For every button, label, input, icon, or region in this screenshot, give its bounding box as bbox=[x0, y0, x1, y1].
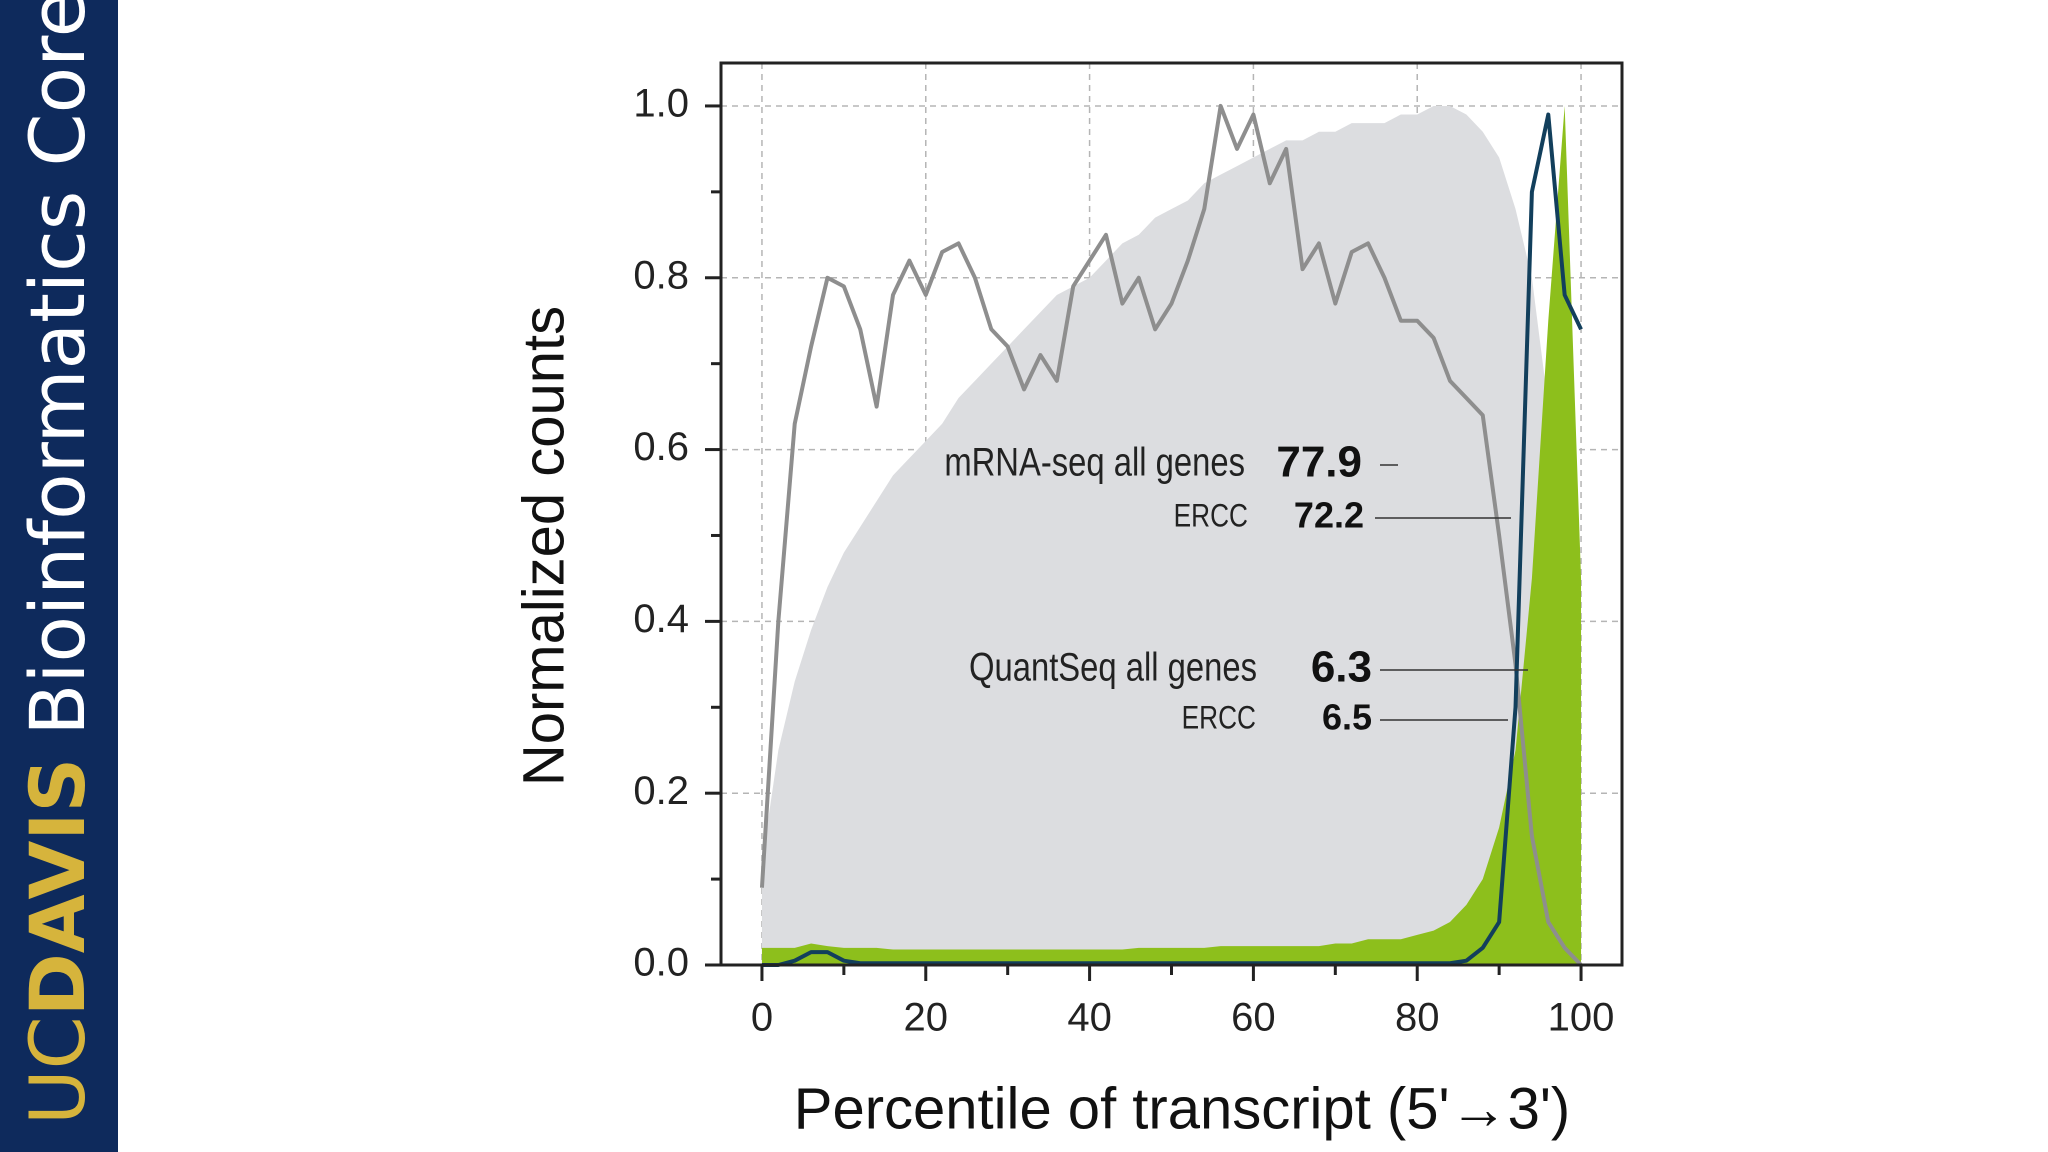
x-axis-label: Percentile of transcript (5'→3') bbox=[794, 1076, 1570, 1141]
x-tick-label: 100 bbox=[1548, 996, 1615, 1040]
area bbox=[761, 105, 1582, 965]
annotation-value: 72.2 bbox=[1294, 495, 1364, 536]
annotation-label: ERCC bbox=[1182, 701, 1256, 736]
y-tick-label: 0.2 bbox=[633, 769, 689, 813]
line bbox=[759, 103, 1583, 967]
sidebar-text: UCDAVIS Bioinformatics Core bbox=[13, 0, 102, 1125]
y-tick-label: 0.4 bbox=[633, 597, 689, 641]
annotation-value: 6.3 bbox=[1311, 643, 1372, 692]
x-tick-label: 20 bbox=[904, 996, 949, 1040]
x-tick-label: 80 bbox=[1395, 996, 1440, 1040]
annotation-label: mRNA-seq all genes bbox=[944, 439, 1245, 484]
y-axis-label: Normalized counts bbox=[511, 306, 576, 786]
annotation-value: 6.5 bbox=[1322, 697, 1372, 738]
logo-uc: UC bbox=[13, 1016, 102, 1125]
y-tick-label: 0.0 bbox=[633, 941, 689, 985]
sidebar-title: Bioinformatics Core bbox=[13, 0, 102, 736]
area bbox=[761, 105, 1582, 965]
annotation-label: ERCC bbox=[1174, 499, 1248, 534]
annotation-label: QuantSeq all genes bbox=[969, 644, 1257, 689]
y-tick-label: 0.6 bbox=[633, 425, 689, 469]
line bbox=[761, 112, 1583, 967]
x-tick-label: 40 bbox=[1067, 996, 1112, 1040]
x-tick-label: 60 bbox=[1231, 996, 1276, 1040]
logo-davis: DAVIS bbox=[13, 758, 102, 1017]
sidebar bbox=[0, 0, 118, 1152]
y-tick-label: 0.8 bbox=[633, 253, 689, 297]
y-tick-label: 1.0 bbox=[633, 82, 689, 126]
x-tick-label: 0 bbox=[751, 996, 773, 1040]
annotation-value: 77.9 bbox=[1276, 438, 1362, 487]
